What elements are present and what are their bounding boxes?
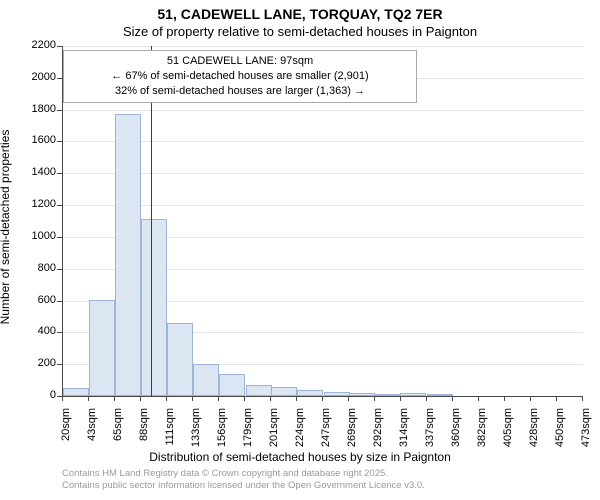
- x-tick-label: 201sqm: [268, 408, 280, 458]
- data-attribution: Contains HM Land Registry data © Crown c…: [62, 468, 425, 493]
- gridline: [63, 141, 583, 142]
- x-tick-label: 314sqm: [398, 408, 410, 458]
- annotation-line-3: 32% of semi-detached houses are larger (…: [70, 84, 410, 99]
- x-tick-mark: [374, 396, 375, 401]
- y-tick-label: 0: [6, 389, 56, 401]
- histogram-bar: [167, 323, 193, 396]
- x-tick-label: 473sqm: [580, 408, 592, 458]
- y-tick-label: 1800: [6, 103, 56, 115]
- y-tick-mark: [57, 46, 62, 47]
- y-tick-mark: [57, 332, 62, 333]
- histogram-bar: [324, 392, 350, 396]
- x-tick-label: 382sqm: [476, 408, 488, 458]
- x-tick-mark: [140, 396, 141, 401]
- x-tick-label: 179sqm: [242, 408, 254, 458]
- x-tick-mark: [348, 396, 349, 401]
- annotation-box: 51 CADEWELL LANE: 97sqm ← 67% of semi-de…: [63, 50, 417, 103]
- histogram-bar: [193, 364, 219, 396]
- y-tick-label: 600: [6, 294, 56, 306]
- x-tick-mark: [504, 396, 505, 401]
- histogram-bar: [115, 114, 141, 396]
- histogram-bar: [246, 385, 272, 396]
- x-tick-label: 405sqm: [502, 408, 514, 458]
- x-tick-label: 156sqm: [216, 408, 228, 458]
- x-tick-label: 360sqm: [450, 408, 462, 458]
- x-tick-label: 65sqm: [112, 408, 124, 458]
- x-tick-label: 450sqm: [554, 408, 566, 458]
- histogram-bar: [271, 387, 297, 396]
- x-tick-mark: [88, 396, 89, 401]
- y-tick-label: 800: [6, 262, 56, 274]
- gridline: [63, 110, 583, 111]
- x-tick-mark: [400, 396, 401, 401]
- x-tick-mark: [270, 396, 271, 401]
- histogram-bar: [349, 393, 375, 396]
- x-tick-mark: [452, 396, 453, 401]
- histogram-bar: [427, 394, 453, 396]
- x-tick-mark: [296, 396, 297, 401]
- y-tick-mark: [57, 269, 62, 270]
- annotation-line-1: 51 CADEWELL LANE: 97sqm: [70, 54, 410, 69]
- y-tick-mark: [57, 301, 62, 302]
- x-tick-label: 292sqm: [372, 408, 384, 458]
- x-tick-mark: [166, 396, 167, 401]
- x-tick-label: 133sqm: [190, 408, 202, 458]
- chart-title-main: 51, CADEWELL LANE, TORQUAY, TQ2 7ER: [0, 6, 600, 22]
- y-tick-mark: [57, 110, 62, 111]
- gridline: [63, 46, 583, 47]
- x-tick-label: 43sqm: [86, 408, 98, 458]
- y-tick-mark: [57, 78, 62, 79]
- y-tick-label: 2000: [6, 71, 56, 83]
- x-tick-mark: [322, 396, 323, 401]
- x-tick-mark: [192, 396, 193, 401]
- histogram-bar: [63, 388, 89, 396]
- x-tick-label: 20sqm: [60, 408, 72, 458]
- chart-title-sub: Size of property relative to semi-detach…: [0, 24, 600, 39]
- histogram-bar: [89, 300, 115, 396]
- x-tick-label: 224sqm: [294, 408, 306, 458]
- y-tick-label: 400: [6, 325, 56, 337]
- x-tick-label: 247sqm: [320, 408, 332, 458]
- x-tick-label: 88sqm: [138, 408, 150, 458]
- x-tick-mark: [218, 396, 219, 401]
- annotation-line-2: ← 67% of semi-detached houses are smalle…: [70, 69, 410, 84]
- x-tick-mark: [426, 396, 427, 401]
- y-tick-mark: [57, 173, 62, 174]
- gridline: [63, 205, 583, 206]
- x-tick-label: 111sqm: [164, 408, 176, 458]
- attribution-line-2: Contains public sector information licen…: [62, 480, 425, 492]
- histogram-bar: [297, 390, 323, 396]
- x-tick-label: 269sqm: [346, 408, 358, 458]
- x-tick-mark: [556, 396, 557, 401]
- y-tick-mark: [57, 141, 62, 142]
- y-tick-label: 2200: [6, 39, 56, 51]
- y-tick-mark: [57, 205, 62, 206]
- x-tick-mark: [244, 396, 245, 401]
- histogram-bar: [141, 219, 167, 396]
- x-tick-mark: [530, 396, 531, 401]
- x-tick-mark: [114, 396, 115, 401]
- x-tick-mark: [62, 396, 63, 401]
- y-tick-mark: [57, 364, 62, 365]
- histogram-bar: [219, 374, 245, 396]
- y-tick-mark: [57, 237, 62, 238]
- y-tick-label: 1200: [6, 198, 56, 210]
- y-tick-label: 1600: [6, 134, 56, 146]
- gridline: [63, 173, 583, 174]
- x-tick-mark: [478, 396, 479, 401]
- x-tick-label: 428sqm: [528, 408, 540, 458]
- x-tick-label: 337sqm: [424, 408, 436, 458]
- x-tick-mark: [582, 396, 583, 401]
- histogram-bar: [375, 394, 401, 396]
- y-tick-label: 1400: [6, 166, 56, 178]
- histogram-bar: [400, 393, 426, 396]
- y-tick-label: 1000: [6, 230, 56, 242]
- y-tick-label: 200: [6, 357, 56, 369]
- attribution-line-1: Contains HM Land Registry data © Crown c…: [62, 468, 425, 480]
